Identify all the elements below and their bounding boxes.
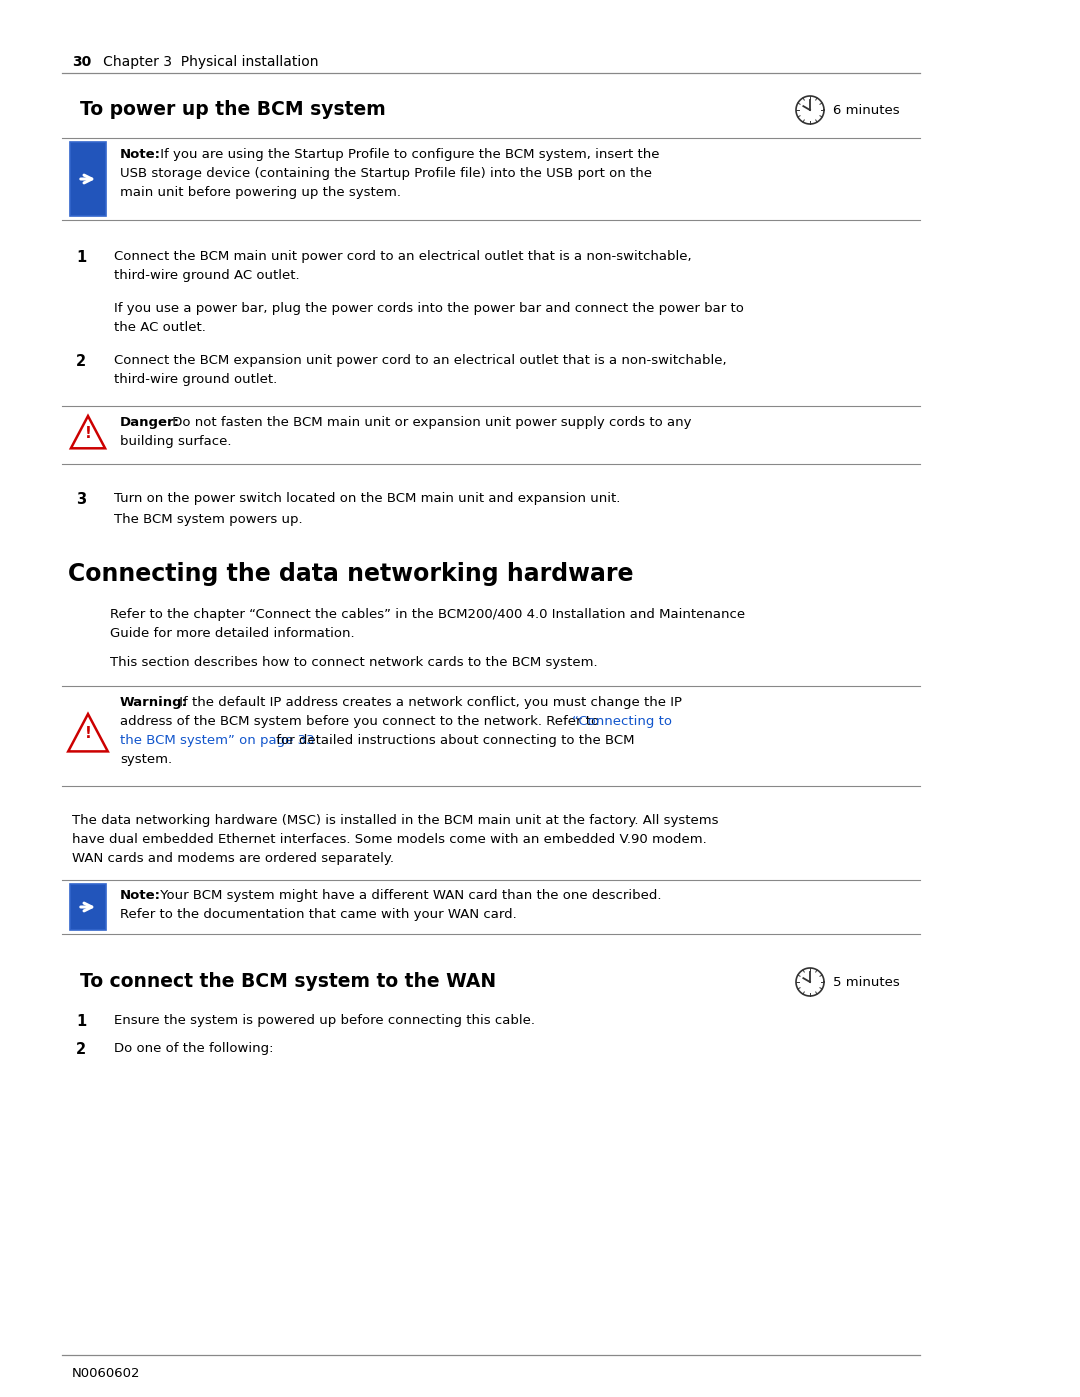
Text: To connect the BCM system to the WAN: To connect the BCM system to the WAN bbox=[80, 972, 496, 990]
Text: 1: 1 bbox=[76, 250, 86, 265]
Text: 30: 30 bbox=[72, 54, 91, 68]
Text: Connect the BCM main unit power cord to an electrical outlet that is a non-switc: Connect the BCM main unit power cord to … bbox=[114, 250, 691, 263]
Text: 2: 2 bbox=[76, 353, 86, 369]
Text: third-wire ground AC outlet.: third-wire ground AC outlet. bbox=[114, 270, 299, 282]
Text: address of the BCM system before you connect to the network. Refer to: address of the BCM system before you con… bbox=[120, 715, 604, 728]
Text: If you use a power bar, plug the power cords into the power bar and connect the : If you use a power bar, plug the power c… bbox=[114, 302, 744, 314]
Text: WAN cards and modems are ordered separately.: WAN cards and modems are ordered separat… bbox=[72, 852, 394, 865]
Text: building surface.: building surface. bbox=[120, 434, 231, 448]
Text: Ensure the system is powered up before connecting this cable.: Ensure the system is powered up before c… bbox=[114, 1014, 535, 1027]
Text: This section describes how to connect network cards to the BCM system.: This section describes how to connect ne… bbox=[110, 657, 597, 669]
Text: The data networking hardware (MSC) is installed in the BCM main unit at the fact: The data networking hardware (MSC) is in… bbox=[72, 814, 718, 827]
Text: for detailed instructions about connecting to the BCM: for detailed instructions about connecti… bbox=[272, 733, 635, 747]
Text: The BCM system powers up.: The BCM system powers up. bbox=[114, 513, 302, 527]
Text: USB storage device (containing the Startup Profile file) into the USB port on th: USB storage device (containing the Start… bbox=[120, 168, 652, 180]
Text: !: ! bbox=[84, 726, 92, 742]
Text: the BCM system” on page 33: the BCM system” on page 33 bbox=[120, 733, 314, 747]
Text: Warning:: Warning: bbox=[120, 696, 188, 710]
Text: If you are using the Startup Profile to configure the BCM system, insert the: If you are using the Startup Profile to … bbox=[156, 148, 660, 161]
Text: Chapter 3  Physical installation: Chapter 3 Physical installation bbox=[90, 54, 319, 68]
Text: Do one of the following:: Do one of the following: bbox=[114, 1042, 273, 1055]
Text: main unit before powering up the system.: main unit before powering up the system. bbox=[120, 186, 401, 198]
Text: Connect the BCM expansion unit power cord to an electrical outlet that is a non-: Connect the BCM expansion unit power cor… bbox=[114, 353, 727, 367]
Text: 2: 2 bbox=[76, 1042, 86, 1058]
Text: have dual embedded Ethernet interfaces. Some models come with an embedded V.90 m: have dual embedded Ethernet interfaces. … bbox=[72, 833, 706, 847]
Text: Your BCM system might have a different WAN card than the one described.: Your BCM system might have a different W… bbox=[156, 888, 661, 902]
Text: “Connecting to: “Connecting to bbox=[572, 715, 672, 728]
Text: the AC outlet.: the AC outlet. bbox=[114, 321, 206, 334]
Text: Danger:: Danger: bbox=[120, 416, 180, 429]
Text: third-wire ground outlet.: third-wire ground outlet. bbox=[114, 373, 278, 386]
Text: Refer to the documentation that came with your WAN card.: Refer to the documentation that came wit… bbox=[120, 908, 516, 921]
Text: Refer to the chapter “Connect the cables” in the BCM200/400 4.0 Installation and: Refer to the chapter “Connect the cables… bbox=[110, 608, 745, 622]
Text: Note:: Note: bbox=[120, 888, 161, 902]
Text: If the default IP address creates a network conflict, you must change the IP: If the default IP address creates a netw… bbox=[175, 696, 681, 710]
Text: Do not fasten the BCM main unit or expansion unit power supply cords to any: Do not fasten the BCM main unit or expan… bbox=[168, 416, 691, 429]
Text: N0060602: N0060602 bbox=[72, 1368, 140, 1380]
Text: Guide for more detailed information.: Guide for more detailed information. bbox=[110, 627, 354, 640]
Bar bbox=[70, 142, 106, 217]
Text: 1: 1 bbox=[76, 1014, 86, 1030]
Text: Connecting the data networking hardware: Connecting the data networking hardware bbox=[68, 562, 634, 585]
Text: !: ! bbox=[84, 426, 92, 440]
Text: 6 minutes: 6 minutes bbox=[833, 103, 900, 117]
Text: To power up the BCM system: To power up the BCM system bbox=[80, 101, 386, 119]
Text: system.: system. bbox=[120, 753, 172, 766]
Text: Turn on the power switch located on the BCM main unit and expansion unit.: Turn on the power switch located on the … bbox=[114, 492, 620, 504]
Bar bbox=[70, 884, 106, 930]
Text: Note:: Note: bbox=[120, 148, 161, 161]
Text: 5 minutes: 5 minutes bbox=[833, 977, 900, 989]
Text: 3: 3 bbox=[76, 492, 86, 507]
